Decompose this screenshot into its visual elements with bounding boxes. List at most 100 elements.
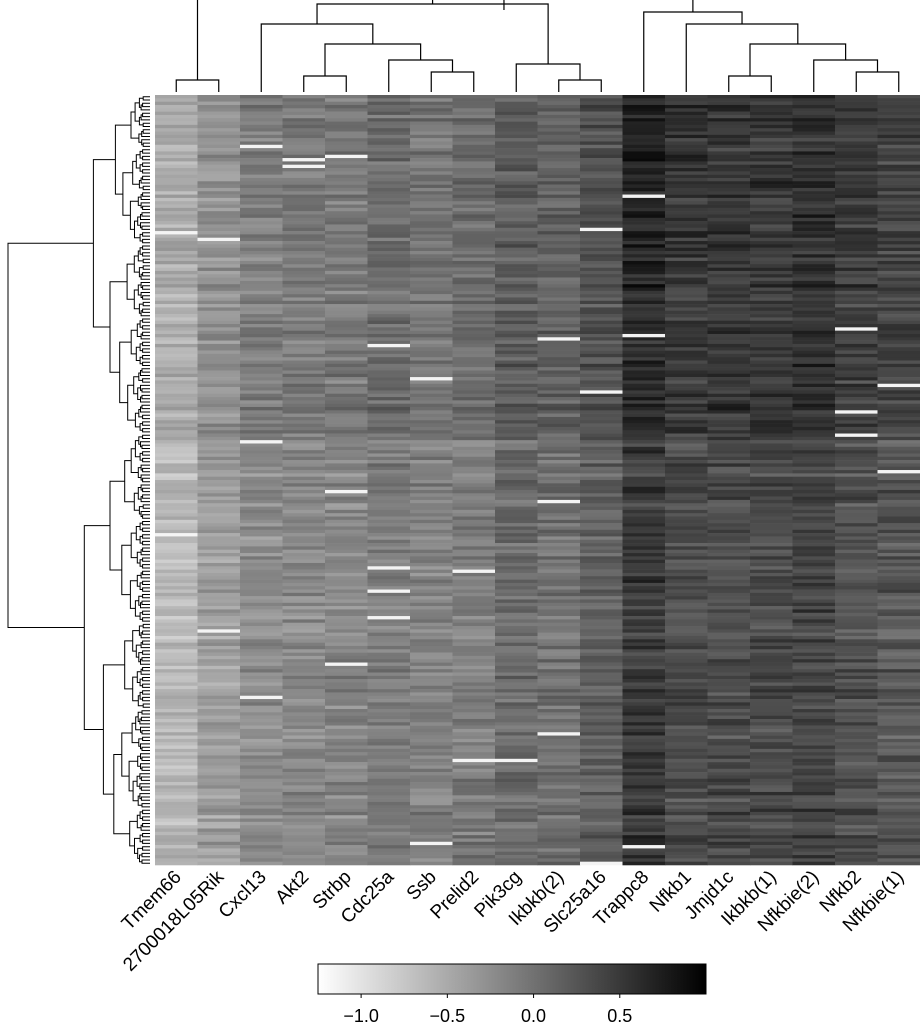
heatmap-cell bbox=[452, 294, 496, 298]
heatmap-cell bbox=[282, 280, 326, 285]
heatmap-cell bbox=[240, 426, 283, 431]
heatmap-cell bbox=[367, 357, 411, 361]
heatmap-cell bbox=[622, 529, 666, 534]
heatmap-cell bbox=[580, 835, 623, 839]
heatmap-cell bbox=[622, 549, 666, 554]
row-dendrogram-branch bbox=[142, 175, 150, 181]
heatmap-cell bbox=[835, 838, 878, 843]
heatmap-cell bbox=[877, 201, 920, 205]
heatmap-cell bbox=[155, 509, 198, 514]
heatmap-cell bbox=[282, 207, 326, 212]
heatmap-cell bbox=[665, 679, 708, 683]
heatmap-cell bbox=[750, 725, 793, 730]
heatmap-cell bbox=[622, 134, 666, 139]
heatmap-cell bbox=[877, 224, 920, 229]
heatmap-cell bbox=[325, 440, 368, 444]
heatmap-cell bbox=[197, 758, 241, 763]
heatmap-cell bbox=[282, 95, 326, 99]
heatmap-cell bbox=[750, 758, 793, 763]
heatmap-cell bbox=[197, 343, 241, 348]
heatmap-cell bbox=[665, 310, 708, 315]
heatmap-cell bbox=[537, 413, 581, 418]
heatmap-cell bbox=[282, 164, 326, 169]
heatmap-cell bbox=[240, 423, 283, 428]
column-label: Akt2 bbox=[272, 867, 314, 909]
heatmap-cell bbox=[367, 848, 411, 853]
heatmap-cell bbox=[537, 612, 581, 617]
heatmap-cell bbox=[197, 310, 241, 315]
heatmap-cell bbox=[835, 284, 878, 288]
heatmap-cell bbox=[325, 675, 368, 680]
heatmap-cell bbox=[367, 801, 411, 806]
heatmap-cell bbox=[750, 513, 793, 517]
heatmap-cell bbox=[240, 748, 283, 753]
heatmap-cell bbox=[495, 572, 538, 577]
heatmap-cell bbox=[877, 141, 920, 146]
heatmap-cell bbox=[197, 241, 241, 245]
heatmap-cell bbox=[622, 104, 666, 109]
heatmap-cell bbox=[580, 104, 623, 109]
heatmap-cell bbox=[155, 128, 198, 132]
heatmap-cell bbox=[452, 350, 496, 355]
heatmap-cell bbox=[622, 274, 666, 278]
heatmap-cell bbox=[707, 446, 751, 451]
heatmap-cell bbox=[197, 821, 241, 826]
heatmap-cell bbox=[622, 177, 666, 182]
heatmap-cell bbox=[707, 353, 751, 358]
heatmap-cell bbox=[452, 828, 496, 833]
heatmap-cell bbox=[325, 330, 368, 335]
heatmap-cell bbox=[580, 775, 623, 780]
heatmap-cell bbox=[877, 682, 920, 687]
heatmap-cell bbox=[580, 543, 623, 547]
heatmap-cell bbox=[835, 463, 878, 468]
heatmap-cell bbox=[155, 204, 198, 209]
heatmap-cell bbox=[282, 377, 326, 381]
heatmap-cell bbox=[367, 669, 411, 673]
heatmap-cell bbox=[410, 855, 453, 859]
heatmap-cell bbox=[410, 709, 453, 713]
heatmap-cell bbox=[877, 582, 920, 587]
heatmap-cell bbox=[750, 237, 793, 242]
heatmap-cell bbox=[410, 141, 453, 146]
heatmap-cell bbox=[495, 393, 538, 398]
heatmap-cell bbox=[325, 738, 368, 743]
heatmap-cell bbox=[495, 330, 538, 335]
heatmap-cell bbox=[665, 785, 708, 789]
heatmap-cell bbox=[835, 752, 878, 756]
heatmap-cell bbox=[410, 390, 453, 395]
heatmap-cell bbox=[410, 237, 453, 242]
heatmap-cell bbox=[835, 609, 878, 614]
heatmap-cell bbox=[367, 264, 411, 268]
heatmap-cell bbox=[240, 815, 283, 819]
heatmap-cell bbox=[622, 403, 666, 408]
heatmap-cell bbox=[410, 559, 453, 564]
heatmap-cell bbox=[495, 682, 538, 687]
heatmap-cell bbox=[835, 645, 878, 650]
heatmap-cell bbox=[877, 619, 920, 624]
heatmap-cell bbox=[495, 350, 538, 355]
heatmap-cell bbox=[452, 250, 496, 255]
heatmap-cell bbox=[877, 526, 920, 531]
heatmap-cell bbox=[622, 702, 666, 706]
heatmap-cell bbox=[197, 197, 241, 202]
heatmap-cell bbox=[240, 768, 283, 773]
heatmap-cell bbox=[792, 360, 836, 365]
heatmap-cell bbox=[792, 416, 836, 421]
heatmap-cell bbox=[580, 755, 623, 760]
heatmap-cell bbox=[155, 539, 198, 544]
heatmap-cell bbox=[155, 267, 198, 272]
heatmap-cell bbox=[537, 543, 581, 547]
heatmap-cell bbox=[750, 835, 793, 839]
heatmap-cell bbox=[622, 685, 666, 690]
heatmap-cell bbox=[537, 423, 581, 428]
heatmap-cell bbox=[835, 320, 878, 325]
heatmap-cell bbox=[877, 689, 920, 693]
heatmap-cell bbox=[367, 184, 411, 189]
row-dendrogram-branch bbox=[119, 341, 132, 404]
heatmap-cell bbox=[155, 181, 198, 185]
heatmap-cell bbox=[622, 788, 666, 793]
heatmap-cell bbox=[240, 450, 283, 454]
heatmap-cell bbox=[282, 151, 326, 156]
heatmap-cell bbox=[580, 426, 623, 431]
heatmap-cell bbox=[877, 158, 920, 162]
